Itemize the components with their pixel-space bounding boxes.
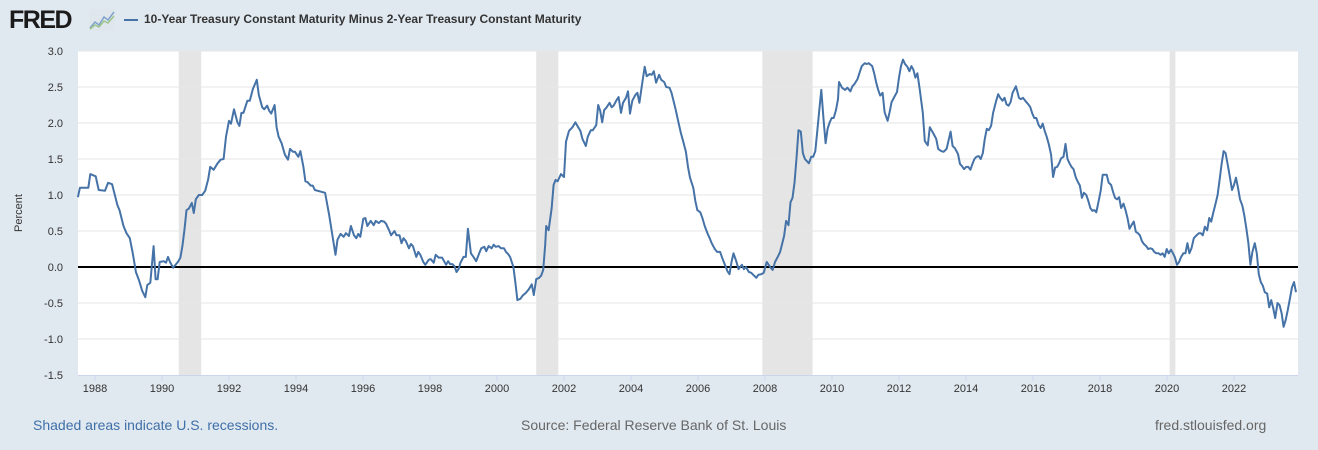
x-tick-label: 2010: [820, 383, 844, 395]
source-note: Source: Federal Reserve Bank of St. Loui…: [521, 417, 787, 433]
fred-logo[interactable]: FRED: [9, 6, 73, 34]
x-tick-label: 1998: [418, 383, 442, 395]
x-tick-label: 2018: [1088, 383, 1112, 395]
site-link[interactable]: fred.stlouisfed.org: [1155, 417, 1267, 433]
y-tick-label: 2.0: [48, 118, 63, 130]
recession-note: Shaded areas indicate U.S. recessions.: [33, 417, 279, 433]
y-tick-label: 1.0: [48, 190, 63, 202]
recession-band: [1169, 51, 1176, 375]
x-tick-label: 2006: [686, 383, 710, 395]
recession-band: [762, 51, 813, 375]
x-tick-label: 2000: [485, 383, 509, 395]
chart-header: FRED 10-Year Treasury Constant Maturity …: [0, 0, 1318, 40]
x-tick-label: 1994: [284, 383, 308, 395]
y-tick-label: -1.0: [44, 334, 63, 346]
y-tick-label: 3.0: [48, 46, 63, 58]
y-tick-label: 1.5: [48, 154, 63, 166]
x-tick-label: 2016: [1021, 383, 1045, 395]
x-tick-label: 2012: [887, 383, 911, 395]
recession-band: [536, 51, 559, 375]
legend-series-title[interactable]: 10-Year Treasury Constant Maturity Minus…: [144, 12, 582, 26]
y-axis-label: Percent: [13, 194, 25, 232]
legend-line-swatch: [124, 19, 138, 21]
x-tick-label: 2014: [954, 383, 978, 395]
x-tick-label: 2022: [1222, 383, 1246, 395]
x-tick-label: 2004: [619, 383, 643, 395]
x-tick-label: 1996: [351, 383, 375, 395]
x-tick-label: 1992: [217, 383, 241, 395]
x-tick-label: 2020: [1155, 383, 1179, 395]
series-line: [76, 58, 1297, 328]
line-chart: 3.0 2.5 2.0 1.5 1.0 0.5 0.0 -0.5 -1.0 -1.5 1988 199…: [13, 46, 1298, 395]
y-tick-label: 0.5: [48, 226, 63, 238]
y-tick-label: -1.5: [44, 370, 63, 382]
x-tick-label: 1990: [150, 383, 174, 395]
x-tick-label: 2002: [552, 383, 576, 395]
y-tick-label: 0.0: [48, 262, 63, 274]
y-tick-label: 2.5: [48, 82, 63, 94]
y-tick-label: -0.5: [44, 298, 63, 310]
plot-area: [78, 51, 1298, 375]
chart-logo-icon: [89, 9, 115, 31]
x-tick-label: 2008: [753, 383, 777, 395]
recession-band: [178, 51, 202, 375]
x-tick-label: 1988: [83, 383, 107, 395]
